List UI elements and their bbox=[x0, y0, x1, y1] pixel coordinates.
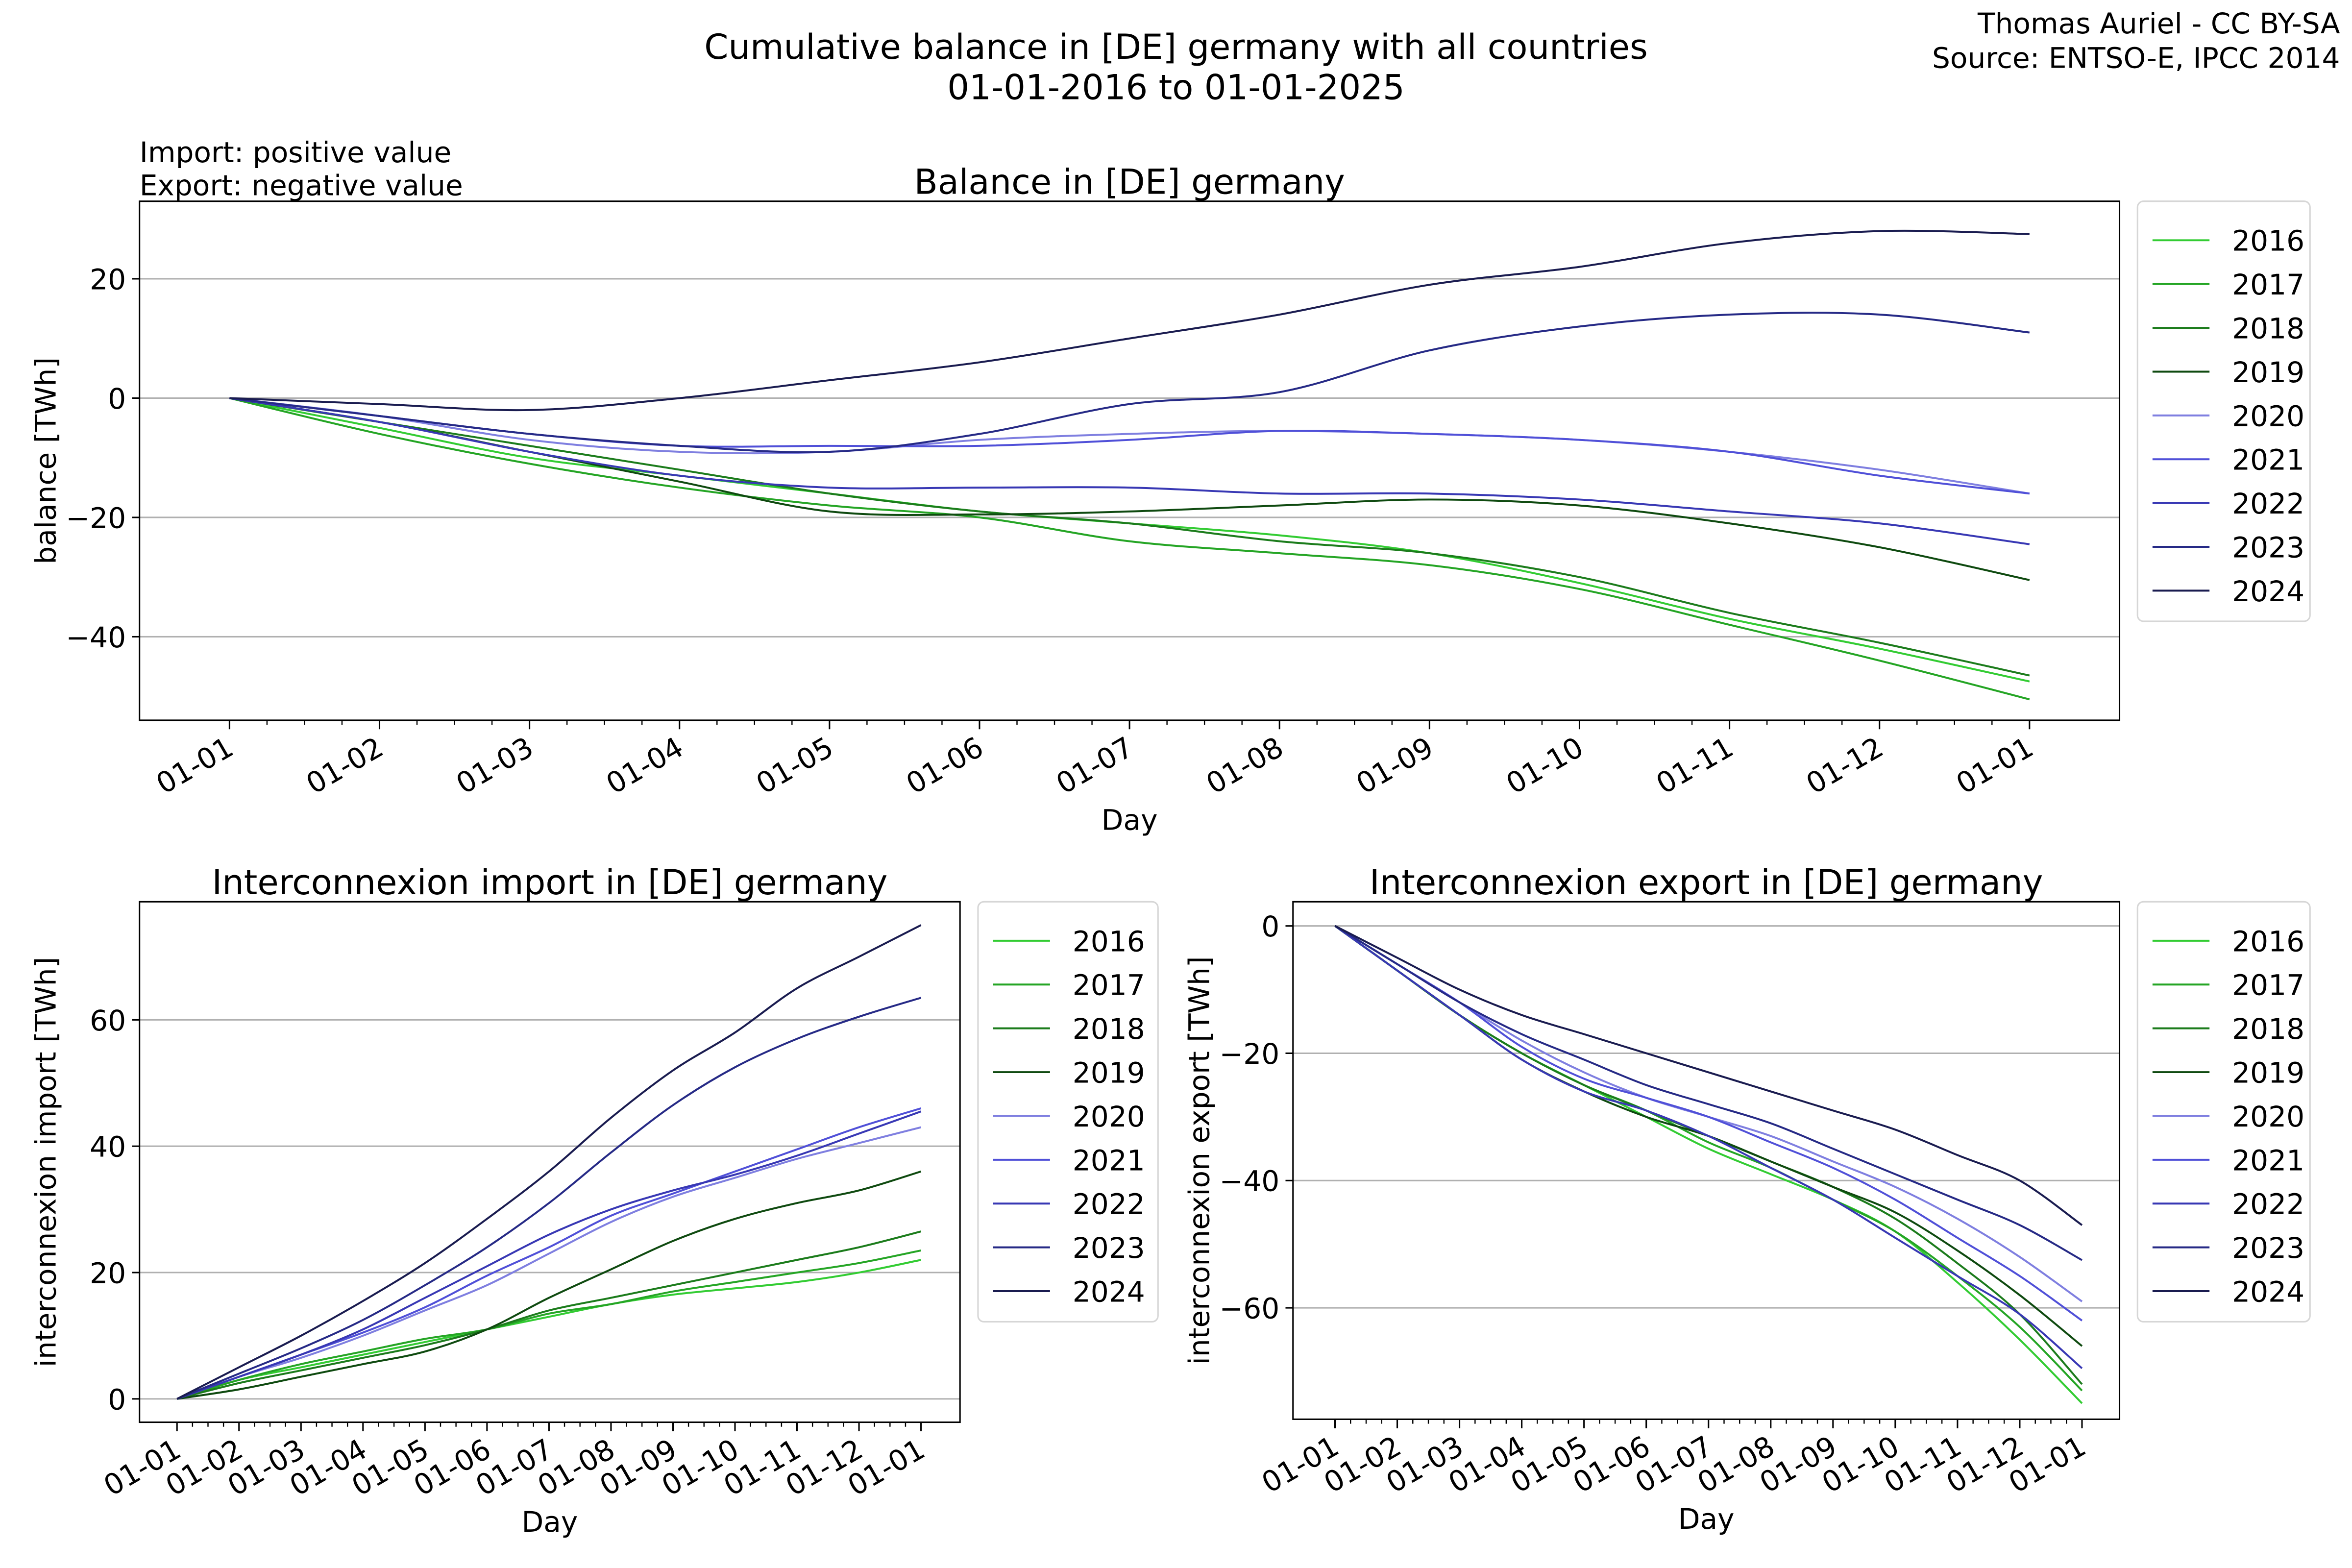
legend-label-2019: 2019 bbox=[2232, 356, 2304, 389]
legend: 2016 2017 2018 2019 2020 2021 2022 2023 2024 bbox=[2136, 901, 2311, 1323]
legend-label-2020: 2020 bbox=[2232, 399, 2304, 433]
series-line-2020 bbox=[176, 1126, 922, 1400]
legend-box bbox=[977, 901, 1159, 1323]
chart-panel-2: 020406001-0101-0201-0301-0401-0501-0601-… bbox=[29, 862, 1159, 1539]
series-line-2017 bbox=[176, 1249, 921, 1400]
legend-label-2023: 2023 bbox=[1073, 1231, 1145, 1265]
y-tick-label: 0 bbox=[108, 382, 126, 416]
credit-line2: Source: ENTSO-E, IPCC 2014 bbox=[1932, 41, 2340, 74]
series-line-2023 bbox=[229, 312, 2030, 453]
y-tick-label: 0 bbox=[1261, 910, 1279, 943]
y-tick-label: 60 bbox=[90, 1004, 126, 1037]
series-line-2018 bbox=[229, 397, 2030, 677]
y-axis-label: interconnexion export [TWh] bbox=[1182, 956, 1216, 1365]
legend-label-2023: 2023 bbox=[2232, 1231, 2304, 1265]
series-line-2022 bbox=[176, 1110, 922, 1400]
legend-label-2021: 2021 bbox=[2232, 443, 2304, 477]
y-tick-label: −20 bbox=[1219, 1037, 1279, 1071]
legend-label-2016: 2016 bbox=[2232, 925, 2304, 958]
plot-frame bbox=[139, 901, 961, 1423]
x-axis-label: Day bbox=[522, 1505, 578, 1539]
y-tick-label: 20 bbox=[90, 1256, 126, 1290]
legend-box bbox=[2136, 901, 2311, 1323]
legend-label-2022: 2022 bbox=[1073, 1188, 1145, 1221]
export-note: Export: negative value bbox=[140, 169, 463, 202]
legend-label-2021: 2021 bbox=[2232, 1144, 2304, 1177]
x-axis-label: Day bbox=[1102, 803, 1158, 836]
series-line-2018 bbox=[176, 1230, 922, 1400]
y-axis-label: interconnexion import [TWh] bbox=[29, 957, 62, 1368]
legend-label-2019: 2019 bbox=[1073, 1056, 1145, 1089]
y-tick-label: −40 bbox=[66, 621, 126, 654]
legend-label-2017: 2017 bbox=[1073, 969, 1145, 1002]
legend-label-2023: 2023 bbox=[2232, 531, 2304, 564]
chart-panel-3: 0−20−40−6001-0101-0201-0301-0401-0501-06… bbox=[1182, 862, 2311, 1536]
series-line-2023 bbox=[1334, 925, 2082, 1261]
x-axis-label: Day bbox=[1678, 1502, 1735, 1536]
legend-label-2018: 2018 bbox=[2232, 312, 2304, 345]
legend-box bbox=[2136, 200, 2311, 622]
legend-label-2017: 2017 bbox=[2232, 268, 2304, 301]
legend-label-2022: 2022 bbox=[2232, 1188, 2304, 1221]
legend-label-2022: 2022 bbox=[2232, 487, 2304, 520]
plot-frame bbox=[139, 200, 2121, 721]
y-axis-label: balance [TWh] bbox=[29, 357, 62, 564]
legend-label-2016: 2016 bbox=[2232, 224, 2304, 258]
legend: 2016 2017 2018 2019 2020 2021 2022 2023 2024 bbox=[2136, 200, 2311, 622]
series-line-2024 bbox=[229, 229, 2030, 412]
series-line-2024 bbox=[176, 924, 922, 1400]
figure-title-line2: 01-01-2016 to 01-01-2025 bbox=[947, 68, 1405, 108]
legend-label-2019: 2019 bbox=[2232, 1056, 2304, 1089]
series-line-2017 bbox=[229, 397, 2030, 701]
credit-line1: Thomas Auriel - CC BY-SA bbox=[1977, 7, 2340, 40]
plot-frame bbox=[1292, 901, 2121, 1420]
series-line-2022 bbox=[229, 397, 2030, 545]
series-line-2023 bbox=[176, 997, 922, 1400]
legend-label-2021: 2021 bbox=[1073, 1144, 1145, 1177]
legend-label-2020: 2020 bbox=[2232, 1100, 2304, 1133]
chart-title: Balance in [DE] germany bbox=[914, 162, 1345, 202]
legend-label-2017: 2017 bbox=[2232, 969, 2304, 1002]
y-tick-label: 20 bbox=[90, 263, 126, 296]
legend: 2016 2017 2018 2019 2020 2021 2022 2023 2024 bbox=[977, 901, 1159, 1323]
y-tick-label: −40 bbox=[1219, 1165, 1279, 1198]
y-tick-label: 40 bbox=[90, 1130, 126, 1164]
chart-title: Interconnexion export in [DE] germany bbox=[1370, 862, 2043, 903]
legend-label-2024: 2024 bbox=[1073, 1275, 1145, 1308]
y-tick-label: 0 bbox=[108, 1383, 126, 1416]
legend-label-2020: 2020 bbox=[1073, 1100, 1145, 1133]
legend-label-2018: 2018 bbox=[1073, 1012, 1145, 1046]
y-tick-label: −20 bbox=[66, 501, 126, 535]
legend-label-2024: 2024 bbox=[2232, 1275, 2304, 1308]
figure-title-line1: Cumulative balance in [DE] germany with … bbox=[704, 27, 1648, 67]
legend-label-2016: 2016 bbox=[1073, 925, 1145, 958]
y-tick-label: −60 bbox=[1219, 1292, 1279, 1325]
legend-label-2024: 2024 bbox=[2232, 575, 2304, 608]
legend-label-2018: 2018 bbox=[2232, 1012, 2304, 1046]
chart-title: Interconnexion import in [DE] germany bbox=[212, 862, 887, 903]
import-note: Import: positive value bbox=[140, 136, 452, 169]
series-line-2022 bbox=[1334, 925, 2083, 1370]
series-line-2024 bbox=[1334, 925, 2083, 1226]
series-line-2019 bbox=[176, 1170, 922, 1400]
series-line-2016 bbox=[176, 1259, 921, 1400]
